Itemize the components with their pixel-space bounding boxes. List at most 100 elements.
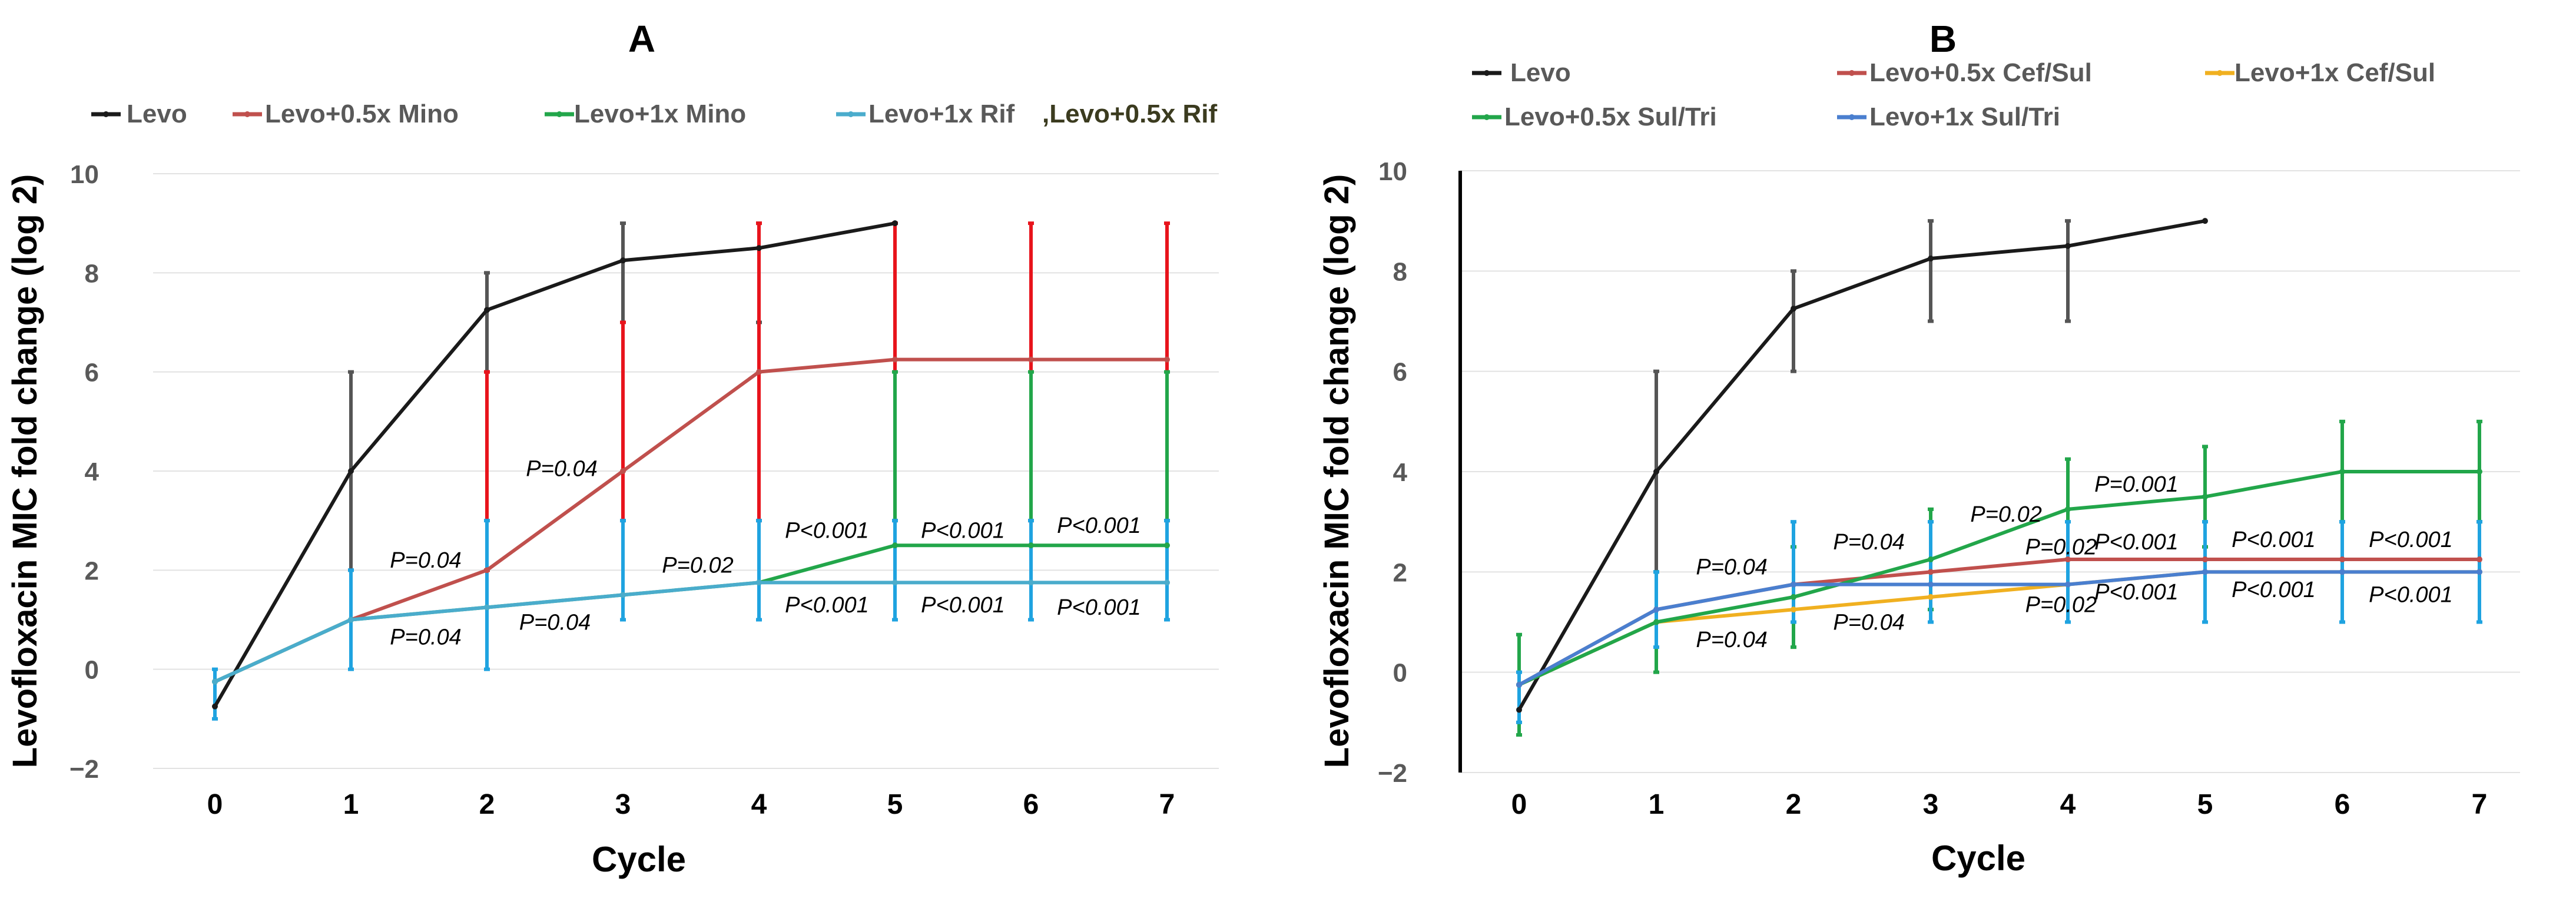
data-point: [2476, 469, 2482, 475]
data-point: [1928, 256, 1934, 262]
panel-title: B: [1929, 18, 1957, 60]
legend-marker: [2217, 70, 2223, 76]
y-tick-label: −2: [69, 755, 99, 784]
x-axis-title: Cycle: [1931, 838, 2025, 878]
y-tick-label: 4: [1393, 458, 1408, 487]
p-value-annotation: P=0.04: [1696, 555, 1768, 580]
x-tick-label: 4: [751, 789, 767, 820]
data-point: [1653, 619, 1659, 625]
legend-label: Levo+1x Cef/Sul: [2234, 58, 2435, 87]
panel-a: A −2 0 2 4 6 8 10 0 1 2 3 4 5 6 7 Cycle Levofloxacin MIC …: [6, 18, 1219, 879]
y-axis-title: Levofloxacin MIC fold change (log 2): [6, 174, 44, 768]
data-point: [1653, 606, 1659, 613]
data-point: [892, 579, 898, 586]
legend-label: Levo: [1510, 58, 1571, 87]
x-tick-label: 1: [343, 789, 359, 820]
data-point: [892, 356, 898, 363]
y-tick-label: 4: [85, 458, 100, 486]
panel-title: A: [628, 18, 655, 60]
series-line-levo-0-5x-mino: [214, 357, 1167, 684]
series-line-levo-1x-sul-tri: [1518, 570, 2479, 687]
data-point: [1791, 306, 1796, 312]
data-point: [1653, 469, 1659, 475]
x-tick-label: 0: [207, 789, 223, 820]
data-point: [2065, 506, 2071, 512]
data-point: [1928, 569, 1934, 575]
data-point: [212, 703, 218, 710]
legend-marker: [556, 111, 562, 117]
data-point: [2202, 569, 2208, 575]
p-value-annotation: P<0.001: [2369, 582, 2453, 607]
y-tick-label: 8: [1393, 257, 1407, 286]
legend-marker: [103, 111, 109, 117]
p-value-annotation: P=0.02: [2025, 592, 2097, 617]
data-point: [484, 604, 490, 611]
panel-b: B −2 0 2 4 6 8 10 0 1 2 3 4 5 6 7 Cycle Levofloxacin MIC …: [1318, 18, 2520, 878]
legend-marker: [848, 111, 854, 117]
legend-label: ,Levo+0.5x Rif: [1042, 100, 1217, 128]
data-point: [892, 220, 898, 227]
x-tick-label: 6: [2335, 789, 2350, 820]
x-tick-label: 3: [615, 789, 631, 820]
y-tick-label: 6: [85, 359, 99, 387]
series-line-levo-1x-cef-sul: [1518, 570, 2479, 687]
data-point: [620, 468, 626, 474]
data-point: [348, 616, 354, 623]
data-point: [1164, 542, 1170, 549]
x-tick-label: 7: [1159, 789, 1175, 820]
p-value-annotation: P<0.001: [2369, 528, 2453, 552]
x-tick-label: 0: [1511, 789, 1527, 820]
p-value-annotation: P<0.001: [2094, 580, 2179, 605]
p-value-annotation: P=0.001: [2094, 472, 2179, 497]
data-point: [620, 592, 626, 598]
data-point: [892, 542, 898, 549]
legend-label: Levo+1x Rif: [868, 100, 1015, 128]
data-point: [1164, 356, 1170, 363]
x-tick-label: 2: [1786, 789, 1802, 820]
p-value-annotation: P<0.001: [1057, 513, 1141, 538]
legend-marker: [1484, 70, 1490, 76]
data-point: [1791, 581, 1796, 588]
p-value-annotation: P<0.001: [921, 519, 1005, 543]
y-tick-label: 10: [1378, 157, 1407, 186]
y-tick-label: 0: [1393, 659, 1407, 688]
data-point: [1791, 606, 1796, 613]
y-tick-label: 0: [85, 656, 99, 685]
data-point: [1516, 707, 1522, 713]
data-point: [1928, 594, 1934, 600]
data-point: [212, 678, 218, 685]
x-axis-title: Cycle: [592, 840, 686, 879]
p-value-annotation: P<0.001: [2094, 530, 2179, 555]
y-tick-label: 8: [85, 259, 99, 288]
data-point: [756, 579, 762, 586]
legend-marker: [1849, 114, 1855, 120]
legend-label: Levo: [127, 100, 187, 128]
p-value-annotation: P=0.04: [390, 625, 462, 650]
p-value-annotation: P=0.04: [1833, 530, 1905, 555]
x-tick-label: 1: [1649, 789, 1665, 820]
data-point: [2476, 556, 2482, 563]
data-point: [756, 369, 762, 375]
data-point: [2339, 569, 2345, 575]
y-tick-label: 10: [70, 160, 99, 189]
p-value-annotation: P=0.02: [2025, 535, 2097, 560]
p-value-annotation: P<0.001: [2232, 578, 2316, 602]
p-value-annotation: P=0.02: [662, 553, 734, 578]
data-point: [1516, 681, 1522, 688]
p-value-annotation: P=0.04: [526, 456, 598, 481]
data-point: [756, 245, 762, 251]
data-point: [484, 567, 490, 574]
data-point: [2476, 569, 2482, 575]
y-tick-label: 2: [85, 556, 99, 585]
y-axis-title: Levofloxacin MIC fold change (log 2): [1318, 174, 1356, 768]
p-value-annotation: P=0.02: [1970, 502, 2042, 527]
p-value-annotation: P<0.001: [785, 519, 869, 543]
legend-marker: [1849, 70, 1855, 76]
x-tick-label: 2: [479, 789, 495, 820]
p-value-annotation: P=0.04: [390, 548, 462, 573]
data-point: [2202, 493, 2208, 500]
legend-label: Levo+1x Mino: [574, 100, 746, 128]
series-line-levo-0-5x-sul-tri: [1518, 470, 2479, 687]
data-point: [2339, 556, 2345, 563]
